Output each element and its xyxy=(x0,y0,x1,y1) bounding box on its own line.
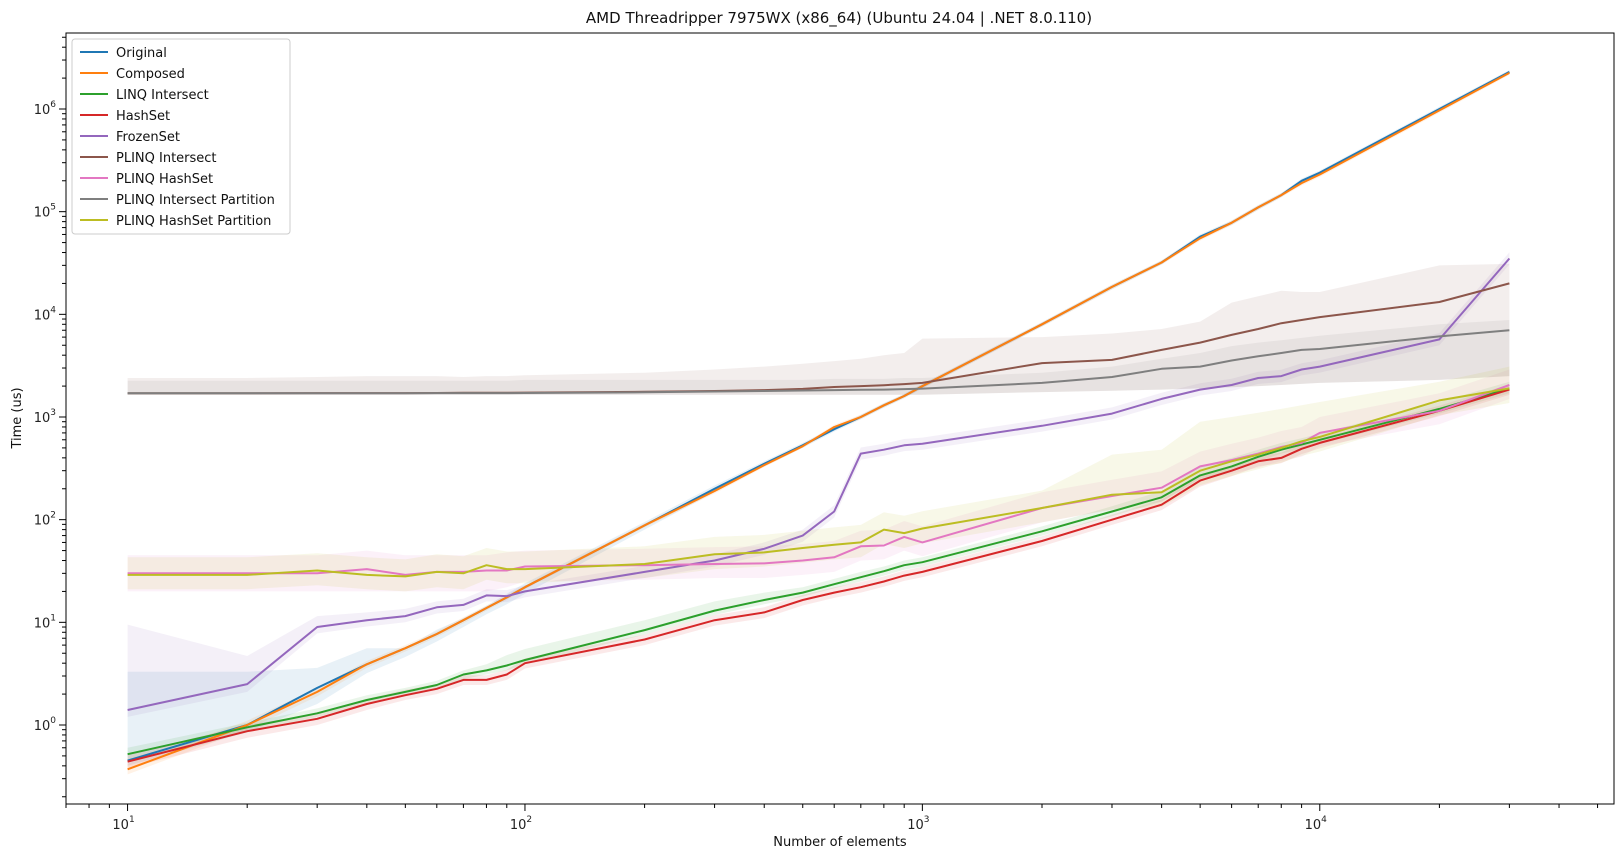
legend-label-plinq-intersect: PLINQ Intersect xyxy=(116,151,217,166)
plot-frame xyxy=(65,32,1615,805)
series-line-plinq-hashset-partition xyxy=(127,387,1510,578)
legend-label-hashset: HashSet xyxy=(116,109,170,124)
band-hashset xyxy=(127,384,1510,769)
series-line-frozenset xyxy=(127,257,1511,711)
legend-label-original: Original xyxy=(116,46,167,61)
x-axis-label: Number of elements xyxy=(773,835,907,850)
series-line-hashset xyxy=(127,388,1510,763)
legend: Original Composed LINQ Intersect HashSet Fro… xyxy=(71,38,291,235)
chart-title: AMD Threadripper 7975WX (x86_64) (Ubuntu… xyxy=(586,9,1092,28)
x-axis: 101 102 103 104 xyxy=(65,804,1599,833)
y-axis-label: Time (us) xyxy=(10,387,25,449)
band-plinq-intersect-partition xyxy=(127,320,1510,395)
band-plinq-intersect xyxy=(127,263,1510,395)
series-line-plinq-intersect-partition xyxy=(127,329,1510,395)
legend-label-plinq-hashset-partition: PLINQ HashSet Partition xyxy=(116,214,271,229)
legend-label-frozenset: FrozenSet xyxy=(116,130,180,145)
legend-label-plinq-intersect-partition: PLINQ Intersect Partition xyxy=(116,193,275,208)
series-lines xyxy=(127,71,1511,771)
series-line-linq-intersect xyxy=(127,387,1510,756)
series-line-composed xyxy=(127,72,1510,771)
legend-box xyxy=(71,38,291,235)
band-original xyxy=(127,70,1510,766)
legend-label-composed: Composed xyxy=(116,67,185,82)
legend-label-plinq-hashset: PLINQ HashSet xyxy=(116,172,213,187)
legend-label-linq-intersect: LINQ Intersect xyxy=(116,88,209,103)
